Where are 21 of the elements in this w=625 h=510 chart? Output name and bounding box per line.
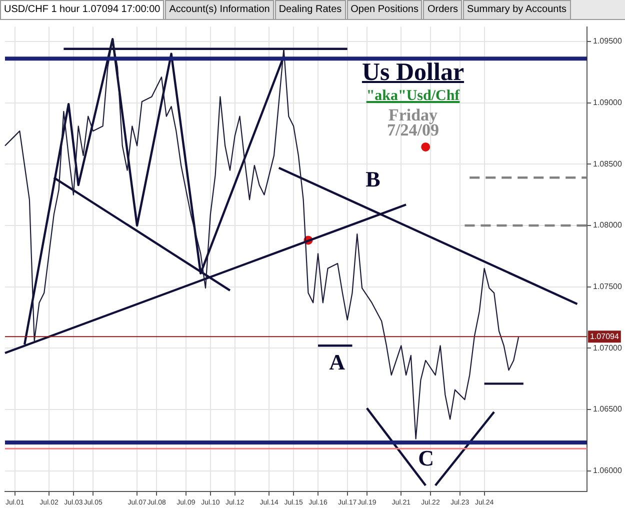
text: Open Positions: [346, 0, 422, 19]
text: Us Dollar: [362, 59, 464, 86]
y-tick-label: 1.09500: [593, 36, 622, 46]
y-tick-label: 1.08000: [593, 220, 622, 230]
y-tick-label: 1.09000: [593, 98, 622, 108]
y-tick-label: 1.07500: [593, 282, 622, 291]
annotation: A: [329, 350, 346, 375]
annotation: B: [366, 166, 381, 192]
text: Account(s) Information: [165, 0, 274, 19]
text: Orders: [423, 0, 462, 19]
annotation: C: [418, 446, 434, 471]
ref-line-label: 1.07094: [590, 332, 620, 341]
text: Dealing Rates: [274, 0, 346, 19]
y-tick-label: 1.06000: [593, 466, 622, 475]
y-tick-label: 1.06500: [593, 404, 622, 414]
y-tick-label: 1.08500: [593, 159, 622, 168]
text: USD/CHF 1 hour 1.07094 17:00:00: [0, 0, 164, 19]
y-tick-label: 1.07000: [593, 343, 622, 352]
text: Summary by Accounts: [463, 0, 571, 19]
annotation: Friday: [388, 105, 438, 124]
text: "aka"Usd/Chf: [366, 88, 460, 104]
